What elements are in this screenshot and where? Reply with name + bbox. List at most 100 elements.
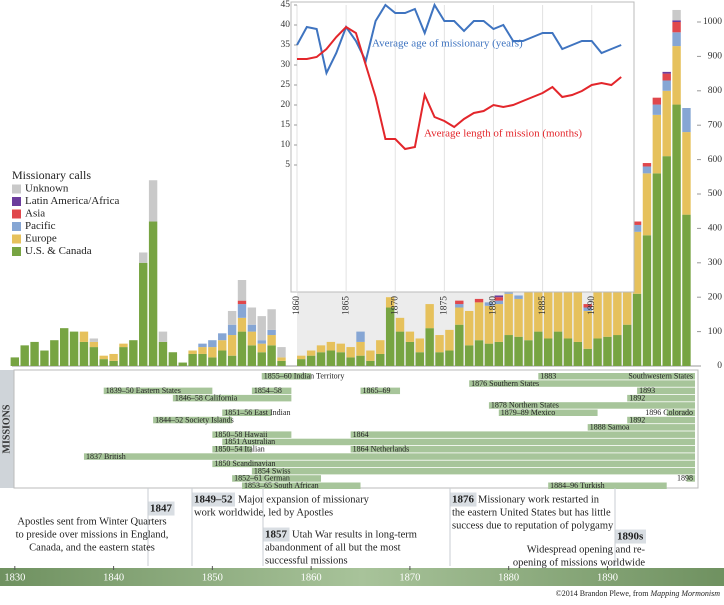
mission-label: 1854 Swiss xyxy=(254,466,291,475)
bar-segment xyxy=(139,262,148,366)
bar-segment xyxy=(237,304,247,318)
bar-segment xyxy=(593,283,602,339)
bar-segment xyxy=(227,310,237,325)
mission-bar xyxy=(666,409,695,416)
bar-segment xyxy=(366,360,375,366)
bar-segment xyxy=(662,156,671,366)
bar-segment xyxy=(336,352,345,366)
series-line xyxy=(296,2,622,76)
bar-segment xyxy=(484,302,494,306)
event-year-box xyxy=(615,529,646,544)
x-tick-label: 1850 xyxy=(202,572,223,583)
mission-bar xyxy=(222,409,272,416)
bar-segment xyxy=(109,360,118,366)
bar-segment xyxy=(316,352,326,366)
legend-label: Unknown xyxy=(25,183,69,195)
bar-segment xyxy=(445,350,454,366)
mission-label: 1854–58 xyxy=(254,386,282,395)
bar-segment xyxy=(543,338,553,366)
mission-bar xyxy=(627,394,695,402)
bar-segment xyxy=(474,298,484,303)
bar-segment xyxy=(247,307,257,325)
bar-segment xyxy=(613,273,622,336)
bar-segment xyxy=(297,355,306,360)
mission-bar xyxy=(251,387,292,395)
event-text: Missionary work restarted in xyxy=(478,494,600,505)
bar-segment xyxy=(69,331,79,366)
series-label: Average age of missionary (years) xyxy=(372,38,523,50)
inset-frame xyxy=(290,1,635,293)
bar-segment xyxy=(366,350,375,361)
event-year: 1876 xyxy=(452,494,475,506)
legend-label: Asia xyxy=(25,208,45,220)
bar-segment xyxy=(573,280,583,342)
event-year: 1849–52 xyxy=(194,494,233,506)
bar-segment xyxy=(178,362,187,366)
y-tick-label: 1000 xyxy=(703,17,722,27)
bar-segment xyxy=(237,300,247,305)
bar-segment xyxy=(237,280,247,301)
mission-bar xyxy=(488,402,695,409)
inset-x-tick-label: 1875 xyxy=(440,296,450,315)
bar-segment xyxy=(227,324,237,336)
mission-bar xyxy=(222,438,696,446)
bar-segment xyxy=(553,276,563,332)
bar-segment xyxy=(376,340,385,354)
bar-segment xyxy=(89,341,99,348)
bar-segment xyxy=(227,355,237,366)
bar-segment xyxy=(89,347,99,366)
mission-bar xyxy=(538,373,695,380)
bar-segment xyxy=(20,345,29,366)
x-tick-label: 1870 xyxy=(399,572,420,583)
mission-bar xyxy=(469,380,695,387)
bar-segment xyxy=(208,340,217,348)
bar-segment xyxy=(247,345,257,366)
inset-x-tick-label: 1870 xyxy=(390,296,400,315)
bar-segment xyxy=(632,293,642,366)
bar-segment xyxy=(524,340,533,366)
bar-segment xyxy=(425,304,434,329)
bar-segment xyxy=(672,22,681,33)
bar-segment xyxy=(445,329,454,351)
bar-segment xyxy=(395,317,405,332)
bar-segment xyxy=(99,359,108,366)
mission-bar xyxy=(172,394,292,402)
bar-segment xyxy=(415,352,424,366)
mission-label: 1855–60 Indian Territory xyxy=(264,371,345,380)
bar-segment xyxy=(356,355,365,366)
event-text: Apostles sent from Winter Quarters xyxy=(17,516,166,527)
mission-bar xyxy=(212,431,292,438)
mission-bar xyxy=(350,431,695,438)
bar-segment xyxy=(40,350,49,366)
bar-segment xyxy=(652,104,662,115)
event-year: 1847 xyxy=(150,503,173,515)
bar-segment xyxy=(603,336,612,366)
mission-bar xyxy=(686,475,695,482)
bar-segment xyxy=(119,347,128,366)
bar-segment xyxy=(208,347,217,358)
mission-label: 1892 xyxy=(629,415,645,424)
bar-segment xyxy=(346,347,355,358)
bar-segment xyxy=(306,350,316,356)
bar-segment xyxy=(652,173,662,366)
event-year-box xyxy=(450,492,477,507)
mission-bar xyxy=(103,387,213,395)
legend-label: Pacific xyxy=(25,220,56,232)
bar-segment xyxy=(642,235,652,366)
bar-segment xyxy=(119,343,128,348)
bar-segment xyxy=(257,340,266,344)
bar-segment xyxy=(504,335,513,366)
y-tick-label: 0 xyxy=(717,361,722,371)
bar-segment xyxy=(277,347,286,358)
bar-segment xyxy=(247,324,257,332)
legend-label: U.S. & Canada xyxy=(25,245,92,257)
x-tick-label: 1880 xyxy=(498,572,519,583)
inset-y-tick-label: 5 xyxy=(285,160,290,170)
bar-segment xyxy=(79,331,89,342)
bar-segment xyxy=(603,274,612,337)
event-text: abandonment of all but the most xyxy=(265,542,401,553)
bar-segment xyxy=(494,300,503,305)
inset-x-tick-label: 1880 xyxy=(489,296,499,315)
bar-segment xyxy=(484,305,494,344)
